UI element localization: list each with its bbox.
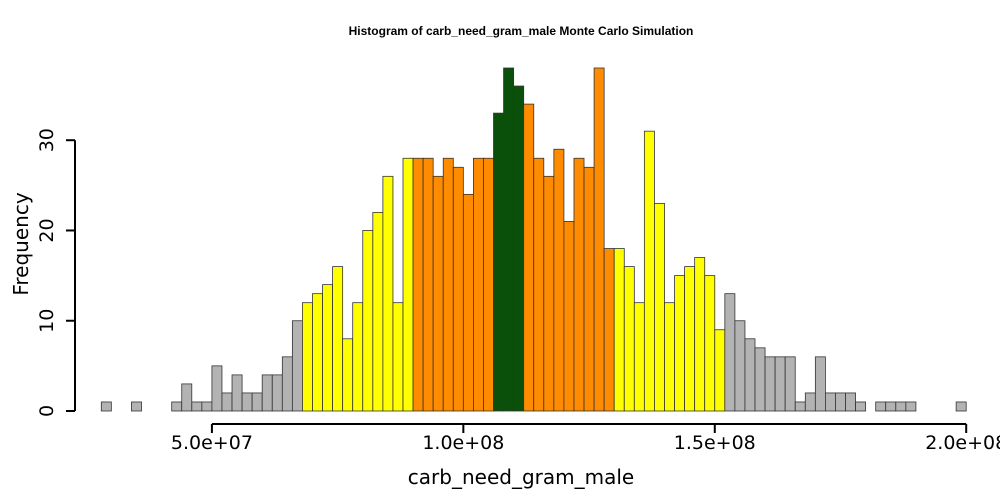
histogram-bar (855, 401, 867, 412)
histogram-bar (633, 302, 645, 412)
histogram-bar (734, 320, 746, 412)
histogram-bar (674, 275, 685, 412)
histogram-bar (774, 356, 786, 412)
histogram-bar (402, 157, 414, 412)
y-tick-label: 10 (36, 309, 58, 333)
histogram-bar (372, 212, 384, 412)
histogram-bar (472, 157, 484, 412)
histogram-bar (221, 392, 233, 412)
histogram-bar (261, 374, 273, 412)
histogram-bar (382, 175, 394, 412)
histogram-bar (100, 401, 112, 412)
histogram-bar (583, 166, 595, 412)
histogram-bar (643, 130, 655, 412)
histogram-bar (271, 374, 283, 412)
histogram-bar (201, 401, 213, 412)
histogram-bar (885, 401, 897, 412)
histogram-bar (191, 401, 203, 412)
histogram-bar (754, 347, 766, 412)
histogram-bar (513, 85, 525, 412)
histogram-bar (342, 338, 354, 412)
histogram-bar (764, 356, 776, 412)
histogram-bar (483, 157, 494, 412)
histogram-bar (231, 374, 243, 412)
histogram-bar (613, 248, 625, 412)
histogram-bar (251, 392, 263, 412)
histogram-bar (352, 302, 364, 412)
histogram-bar (563, 221, 575, 412)
histogram-bar (332, 266, 344, 412)
histogram-bar (654, 202, 665, 412)
histogram-bar (181, 383, 193, 412)
histogram-bar (422, 157, 434, 412)
x-tick-label: 2.0e+08 (925, 432, 1000, 454)
histogram-bar (452, 166, 464, 412)
histogram-bar (281, 356, 293, 412)
y-axis: 0 10 20 30 (36, 128, 76, 417)
histogram-bar (523, 103, 535, 412)
histogram-bar (412, 157, 424, 412)
histogram-bar (825, 392, 836, 412)
y-tick-label: 30 (36, 128, 58, 152)
histogram-bar (533, 157, 545, 412)
histogram-bar (623, 266, 635, 412)
x-axis-label: carb_need_gram_male (408, 465, 634, 489)
x-tick-label: 5.0e+07 (171, 432, 253, 454)
y-tick-label: 20 (36, 218, 58, 242)
histogram-bar (704, 275, 716, 412)
histogram-bar (211, 365, 223, 412)
histogram-bar (131, 401, 142, 412)
histogram-bar (573, 157, 585, 412)
histogram-bar (432, 175, 444, 412)
histogram-bar (241, 392, 253, 412)
x-tick-label: 1.0e+08 (422, 432, 504, 454)
histogram-bar (905, 401, 917, 412)
histogram-bar (593, 67, 605, 412)
histogram-bar (835, 392, 846, 412)
histogram-bar (724, 293, 736, 412)
histogram-bar (302, 302, 313, 412)
chart-title: Histogram of carb_need_gram_male Monte C… (349, 24, 694, 38)
histogram-bar (392, 302, 404, 412)
histogram-bar (312, 293, 323, 412)
histogram-bar (322, 284, 334, 412)
histogram-bar (362, 230, 374, 412)
histogram-bar (814, 356, 826, 412)
histogram-bar (462, 193, 474, 412)
histogram-bar (955, 401, 967, 412)
x-axis: 5.0e+07 1.0e+08 1.5e+08 2.0e+08 (171, 423, 1000, 454)
histogram-bar (664, 302, 675, 412)
histogram-bar (714, 329, 726, 412)
histogram-bar (875, 401, 887, 412)
x-tick-label: 1.5e+08 (674, 432, 756, 454)
y-axis-label: Frequency (9, 192, 33, 295)
histogram-bar (784, 356, 796, 412)
histogram-bar (694, 257, 706, 412)
bars-group (100, 67, 967, 412)
histogram-bar (603, 248, 615, 412)
histogram-bar (804, 392, 816, 412)
y-tick-label: 0 (36, 405, 58, 417)
histogram-bar (171, 401, 183, 412)
histogram-bar (744, 338, 756, 412)
histogram-bar (493, 112, 504, 412)
histogram-bar (684, 266, 696, 412)
histogram-bar (543, 175, 555, 412)
histogram-bar (291, 320, 303, 412)
histogram-bar (553, 148, 565, 412)
histogram-bar (845, 392, 856, 412)
histogram-bar (794, 401, 806, 412)
histogram-bar (442, 157, 454, 412)
histogram-bar (895, 401, 907, 412)
histogram-bar (503, 67, 515, 412)
